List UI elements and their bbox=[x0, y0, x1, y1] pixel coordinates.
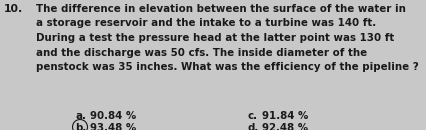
Text: b.: b. bbox=[75, 123, 86, 130]
Text: 91.84 %: 91.84 % bbox=[262, 111, 308, 121]
Text: penstock was 35 inches. What was the efficiency of the pipeline ?: penstock was 35 inches. What was the eff… bbox=[36, 62, 419, 72]
Text: 92.48 %: 92.48 % bbox=[262, 123, 308, 130]
Text: and the discharge was 50 cfs. The inside diameter of the: and the discharge was 50 cfs. The inside… bbox=[36, 47, 367, 57]
Text: 90.84 %: 90.84 % bbox=[90, 111, 136, 121]
Text: c.: c. bbox=[248, 111, 258, 121]
Text: a.: a. bbox=[75, 111, 86, 121]
Text: 93.48 %: 93.48 % bbox=[90, 123, 136, 130]
Text: a storage reservoir and the intake to a turbine was 140 ft.: a storage reservoir and the intake to a … bbox=[36, 18, 376, 28]
Text: The difference in elevation between the surface of the water in: The difference in elevation between the … bbox=[36, 4, 406, 14]
Text: 10.: 10. bbox=[4, 4, 23, 14]
Text: d.: d. bbox=[248, 123, 259, 130]
Text: During a test the pressure head at the latter point was 130 ft: During a test the pressure head at the l… bbox=[36, 33, 394, 43]
